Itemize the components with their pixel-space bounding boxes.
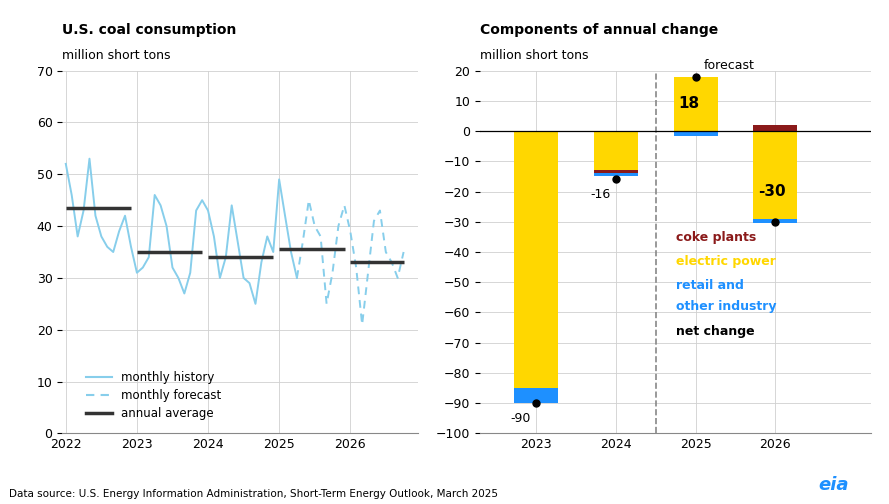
Bar: [594, 170, 637, 173]
Bar: [514, 131, 558, 388]
Text: 18: 18: [678, 96, 699, 111]
Text: forecast: forecast: [703, 59, 755, 72]
Legend: monthly history, monthly forecast, annual average: monthly history, monthly forecast, annua…: [86, 370, 221, 420]
Text: -90: -90: [510, 412, 531, 425]
Bar: [594, 131, 637, 170]
Text: -30: -30: [757, 184, 786, 199]
Bar: [754, 219, 797, 223]
Text: million short tons: million short tons: [480, 49, 589, 62]
Text: million short tons: million short tons: [62, 49, 171, 62]
Text: other industry: other industry: [676, 300, 776, 313]
Text: net change: net change: [676, 325, 754, 338]
Text: eia: eia: [818, 476, 848, 494]
Bar: [674, 77, 717, 131]
Text: electric power: electric power: [676, 255, 775, 268]
Bar: [754, 131, 797, 219]
Text: Components of annual change: Components of annual change: [480, 23, 718, 37]
Bar: [594, 170, 637, 176]
Text: -16: -16: [590, 188, 611, 202]
Text: Data source: U.S. Energy Information Administration, Short-Term Energy Outlook, : Data source: U.S. Energy Information Adm…: [9, 489, 498, 499]
Bar: [674, 131, 717, 136]
Text: U.S. coal consumption: U.S. coal consumption: [62, 23, 236, 37]
Text: coke plants: coke plants: [676, 231, 756, 244]
Bar: [754, 125, 797, 131]
Text: retail and: retail and: [676, 279, 743, 292]
Bar: [514, 388, 558, 403]
